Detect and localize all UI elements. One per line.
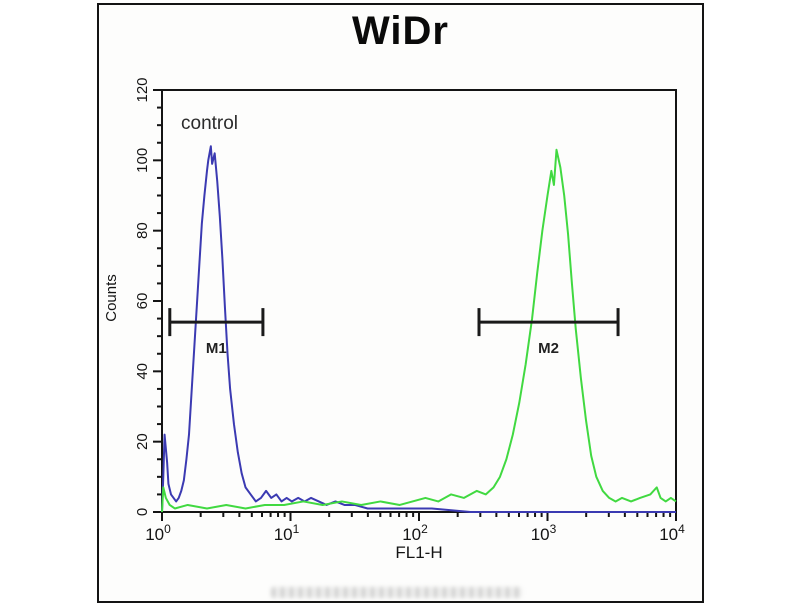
svg-text:100: 100 <box>134 148 151 173</box>
svg-text:103: 103 <box>531 522 557 544</box>
svg-text:120: 120 <box>134 77 151 102</box>
figure-frame: WiDr 0 20 40 60 80 100 120 100 101 102 103 104 M1 M2 … <box>97 3 704 603</box>
marker-M2: M2 <box>477 308 620 357</box>
histogram-chart: 0 20 40 60 80 100 120 100 101 102 103 104 M1 M2 <box>134 77 685 544</box>
svg-text:M1: M1 <box>206 340 227 357</box>
y-axis-label: Counts <box>103 274 120 322</box>
svg-text:104: 104 <box>659 522 685 544</box>
svg-text:40: 40 <box>134 363 151 380</box>
marker-M1: M1 <box>168 308 265 357</box>
control-annotation: control <box>181 113 239 134</box>
series-control <box>161 145 676 513</box>
svg-text:20: 20 <box>134 433 151 450</box>
watermark <box>271 587 523 598</box>
svg-text:101: 101 <box>274 522 300 544</box>
plot-frame <box>161 89 677 513</box>
svg-text:60: 60 <box>134 293 151 310</box>
x-axis-label: FL1-H <box>395 543 443 562</box>
y-axis: 0 20 40 60 80 100 120 <box>134 77 162 516</box>
figure-title: WiDr <box>352 9 449 53</box>
svg-text:M2: M2 <box>538 340 559 357</box>
svg-text:100: 100 <box>145 522 171 544</box>
svg-text:0: 0 <box>134 508 151 516</box>
x-axis: 100 101 102 103 104 <box>145 512 685 544</box>
svg-text:80: 80 <box>134 222 151 239</box>
svg-text:102: 102 <box>402 522 428 544</box>
series-green <box>161 148 677 513</box>
